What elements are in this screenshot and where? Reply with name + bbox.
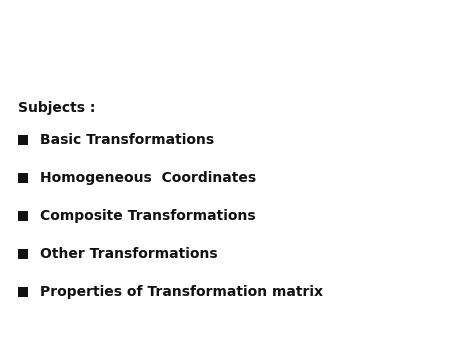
Text: Geometric Transformations: Geometric Transformations: [27, 57, 274, 72]
FancyBboxPatch shape: [18, 249, 28, 259]
Text: Other Transformations: Other Transformations: [40, 247, 218, 261]
Text: Composite Transformations: Composite Transformations: [40, 209, 256, 223]
Text: Two-Dimensional: Two-Dimensional: [27, 27, 181, 42]
FancyBboxPatch shape: [18, 211, 28, 221]
Text: Properties of Transformation matrix: Properties of Transformation matrix: [40, 285, 323, 299]
Text: ch5. 참조: ch5. 참조: [376, 58, 423, 71]
Text: Homogeneous  Coordinates: Homogeneous Coordinates: [40, 171, 256, 185]
FancyBboxPatch shape: [18, 135, 28, 145]
Text: Basic Transformations: Basic Transformations: [40, 133, 214, 147]
FancyBboxPatch shape: [18, 173, 28, 183]
Text: Subjects :: Subjects :: [18, 101, 95, 115]
FancyBboxPatch shape: [18, 287, 28, 297]
